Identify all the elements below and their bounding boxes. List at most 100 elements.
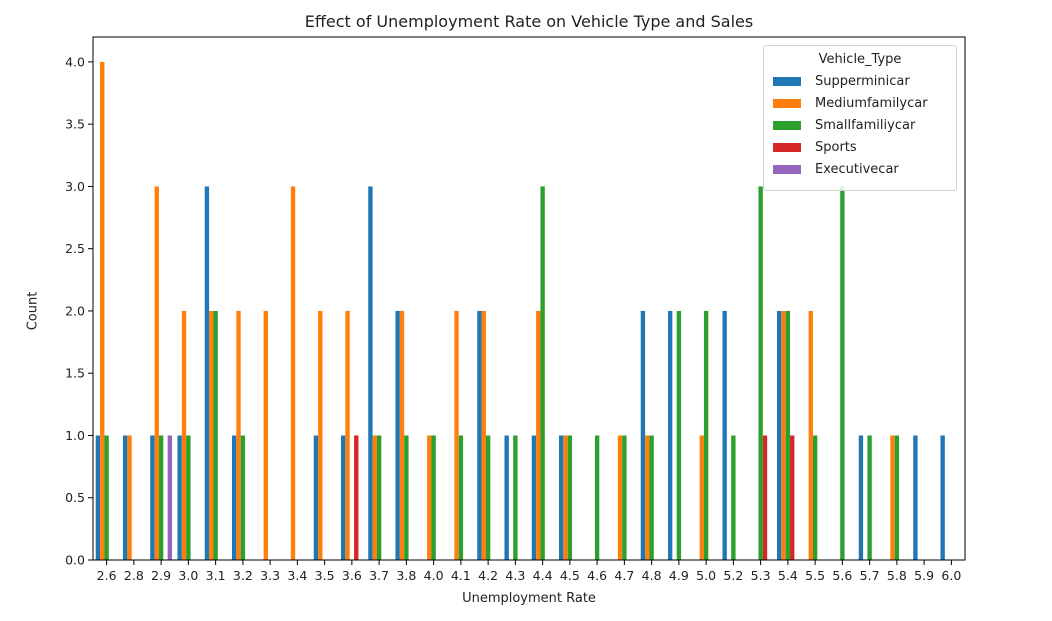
bar-smallfamiliycar-5-5 (812, 435, 818, 560)
bar-smallfamiliycar-3-1 (213, 310, 218, 560)
legend-label: Sports (815, 139, 857, 155)
legend-swatch (773, 164, 801, 174)
x-axis: 2.6 2.8 2.9 3.0 3.1 3.2 3.3 3.4 3.5 3.6 3.7 3.8 4.0 4… (97, 560, 961, 583)
bar-supperminicar-5-4 (776, 310, 782, 560)
legend-item-sports: Sports (764, 136, 956, 158)
legend-item-executivecar: Executivecar (764, 158, 956, 180)
x-tick-label: 3.0 (178, 568, 198, 583)
legend-title: Vehicle_Type (818, 52, 902, 67)
bar-smallfamiliycar-4-6 (594, 435, 600, 560)
bar-smallfamiliycar-5-0 (703, 310, 709, 560)
bar-supperminicar-6-0 (940, 435, 945, 560)
legend-label: Mediumfamilycar (815, 95, 928, 111)
bar-smallfamiliycar-5-2 (731, 435, 736, 560)
bar-mediumfamilycar-3-1 (209, 310, 214, 560)
bar-mediumfamilycar-4-0 (427, 435, 432, 560)
bar-smallfamiliycar-2-9 (158, 435, 164, 560)
bar-mediumfamilycar-3-7 (372, 435, 377, 560)
y-tick-label: 1.5 (65, 366, 85, 381)
bar-smallfamiliycar-2-6 (104, 435, 109, 560)
x-tick-label: 4.3 (505, 568, 525, 583)
y-tick-label: 2.5 (65, 241, 85, 256)
bar-supperminicar-2-8 (122, 435, 128, 560)
x-tick-label: 5.7 (860, 568, 880, 583)
x-tick-label: 3.6 (342, 568, 362, 583)
y-tick-label: 1.0 (65, 428, 85, 443)
legend-entries: Supperminicar Mediumfamilycar Smallfamiliy… (764, 70, 956, 180)
bar-smallfamiliycar-4-9 (676, 310, 682, 560)
bar-mediumfamilycar-3-5 (318, 310, 323, 560)
x-tick-label: 5.5 (805, 568, 825, 583)
bar-smallfamiliycar-4-3 (513, 435, 518, 560)
bar-supperminicar-4-5 (558, 435, 564, 560)
x-tick-label: 3.3 (260, 568, 280, 583)
legend-swatch (773, 142, 801, 152)
x-tick-label: 4.4 (533, 568, 553, 583)
legend-label: Executivecar (815, 161, 899, 177)
bar-smallfamiliycar-4-5 (567, 435, 573, 560)
bar-mediumfamilycar-4-7 (617, 435, 623, 560)
legend: Vehicle_Type Supperminicar Mediumfamilyca… (763, 45, 957, 191)
bar-supperminicar-4-3 (504, 435, 509, 560)
bar-supperminicar-5-7 (858, 435, 864, 560)
x-tick-label: 4.9 (669, 568, 689, 583)
bar-smallfamiliycar-4-0 (431, 435, 436, 560)
x-tick-label: 4.5 (560, 568, 580, 583)
y-axis: 0.0 0.5 1.0 1.5 2.0 2.5 3.0 3.5 4.0 (65, 54, 93, 568)
y-tick-label: 3.0 (65, 179, 85, 194)
bar-smallfamiliycar-4-1 (458, 435, 464, 560)
x-tick-label: 3.7 (369, 568, 389, 583)
bar-supperminicar-3-2 (231, 435, 237, 560)
legend-swatch (773, 76, 801, 86)
bar-sports-5-4 (790, 435, 795, 560)
bar-smallfamiliycar-4-7 (622, 435, 627, 560)
x-tick-label: 3.8 (396, 568, 416, 583)
x-tick-label: 5.6 (832, 568, 852, 583)
bar-mediumfamilycar-3-0 (181, 310, 187, 560)
bar-mediumfamilycar-3-8 (399, 310, 405, 560)
y-tick-label: 3.5 (65, 117, 85, 132)
x-tick-label: 4.6 (587, 568, 607, 583)
y-tick-label: 0.5 (65, 490, 85, 505)
bar-supperminicar-4-9 (667, 310, 673, 560)
bar-smallfamiliycar-3-8 (404, 435, 409, 560)
bar-mediumfamilycar-5-5 (808, 310, 813, 560)
bar-mediumfamilycar-2-9 (154, 186, 159, 560)
bar-supperminicar-3-8 (395, 310, 400, 560)
legend-item-smallfamiliycar: Smallfamiliycar (764, 114, 956, 136)
legend-label: Supperminicar (815, 73, 910, 89)
x-tick-label: 5.9 (914, 568, 934, 583)
bar-mediumfamilycar-3-6 (345, 310, 350, 560)
x-tick-label: 5.8 (887, 568, 907, 583)
bar-mediumfamilycar-5-0 (699, 435, 704, 560)
bar-smallfamiliycar-5-6 (840, 186, 845, 560)
bar-smallfamiliycar-4-4 (540, 186, 545, 560)
x-tick-label: 4.0 (424, 568, 444, 583)
bar-executivecar-2-9 (167, 435, 173, 560)
bar-sports-3-6 (354, 435, 359, 560)
bar-supperminicar-2-6 (95, 435, 101, 560)
bar-mediumfamilycar-2-8 (127, 435, 132, 560)
x-tick-label: 5.3 (751, 568, 771, 583)
bar-mediumfamilycar-4-4 (536, 310, 541, 560)
bar-mediumfamilycar-2-6 (100, 61, 105, 561)
bars-group (95, 61, 945, 561)
legend-item-mediumfamilycar: Mediumfamilycar (764, 92, 956, 114)
bar-supperminicar-3-5 (313, 435, 319, 560)
bar-supperminicar-4-2 (477, 310, 482, 560)
x-tick-label: 4.8 (642, 568, 662, 583)
plot-frame (92, 36, 966, 561)
bar-supperminicar-4-8 (640, 310, 646, 560)
x-tick-label: 4.1 (451, 568, 471, 583)
legend-swatch (773, 120, 801, 130)
bar-mediumfamilycar-3-2 (236, 310, 241, 560)
x-tick-label: 3.5 (315, 568, 335, 583)
bar-smallfamiliycar-3-2 (240, 435, 246, 560)
x-tick-label: 4.7 (614, 568, 634, 583)
bar-smallfamiliycar-5-7 (867, 435, 872, 560)
bar-smallfamiliycar-5-3 (758, 186, 763, 560)
bar-supperminicar-3-7 (368, 186, 373, 560)
bar-smallfamiliycar-4-2 (485, 435, 491, 560)
y-axis-label: Count (25, 291, 41, 331)
